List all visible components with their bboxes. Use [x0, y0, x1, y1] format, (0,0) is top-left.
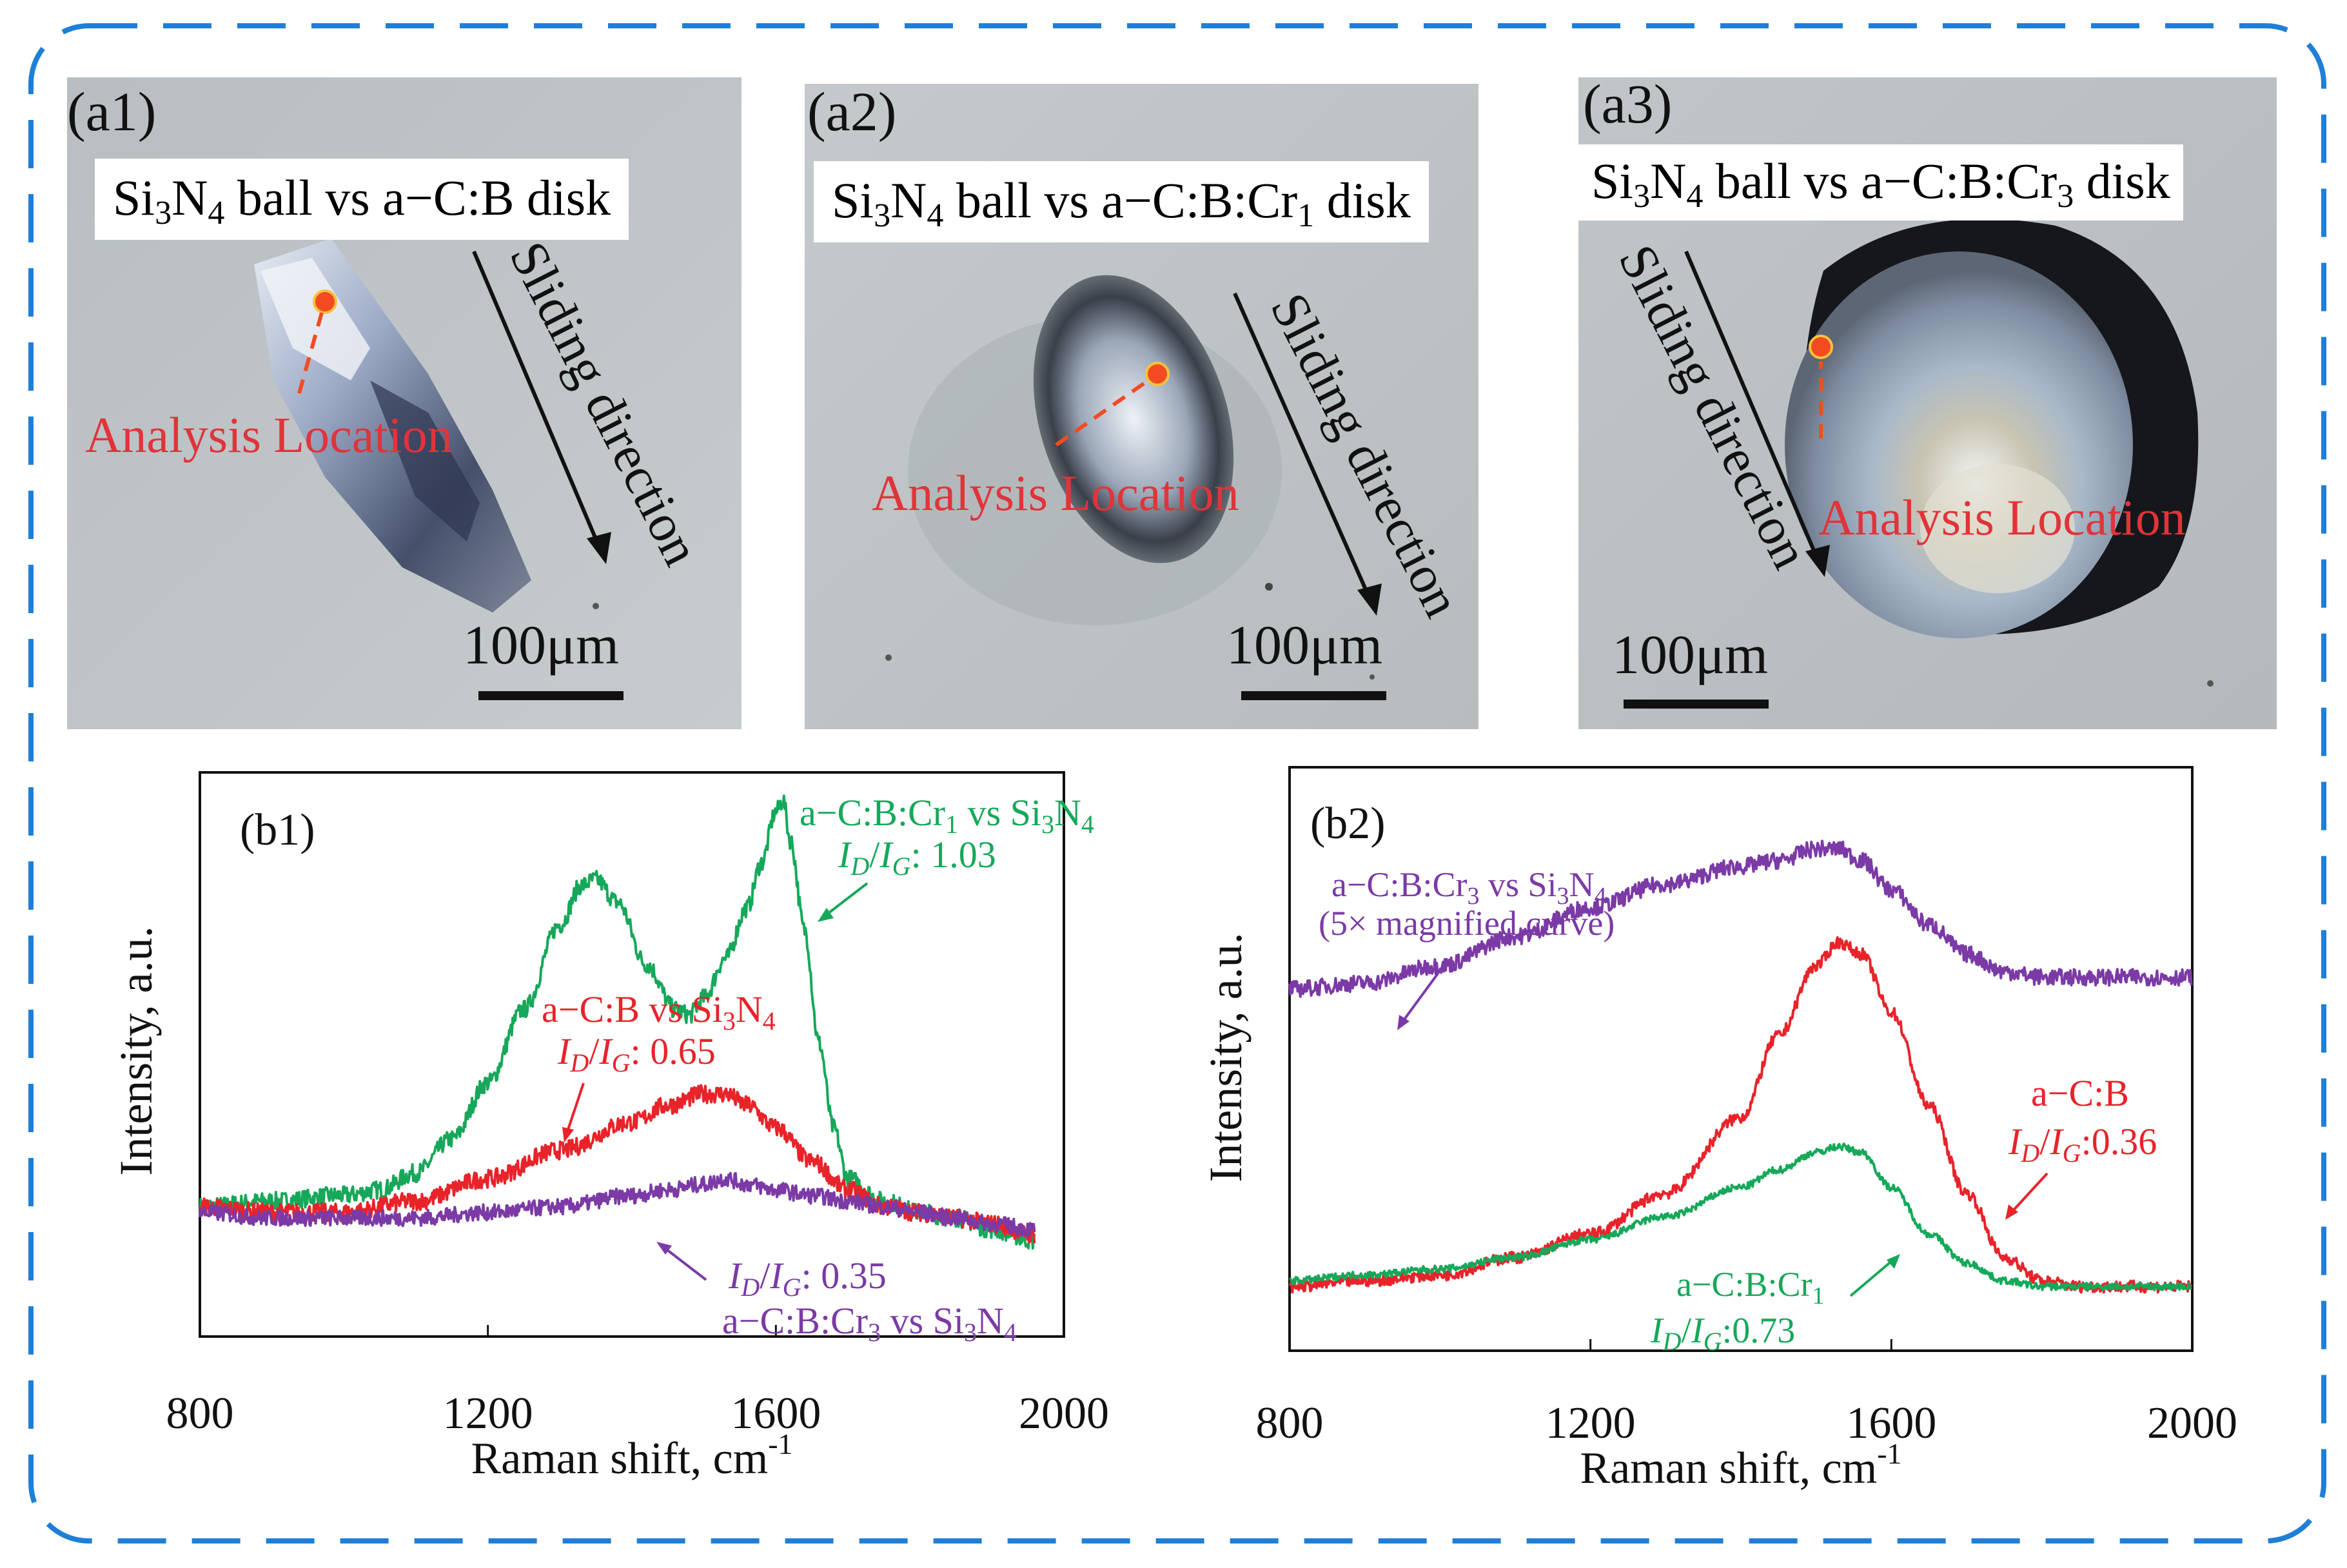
annotation-purple-b2-label: a−C:B:Cr3 vs Si3N4: [1331, 865, 1607, 910]
series-line-b2-red: [1288, 936, 2193, 1294]
scale-text-a1: 100μm: [463, 614, 620, 676]
annotation-red-b2-ratio: ID/IG:0.36: [2008, 1121, 2157, 1168]
x-axis-label-b1: Raman shift, cm-1: [471, 1427, 792, 1484]
scale-text-a2: 100μm: [1226, 614, 1383, 676]
analysis-marker-a2: [1145, 362, 1170, 386]
annotation-red-b1-ratio: ID/IG: 0.65: [557, 1030, 716, 1077]
title-a2: Si3N4 ball vs a−C:B:Cr1 disk: [814, 161, 1429, 242]
y-axis-label-b1: Intensity, a.u.: [110, 926, 162, 1175]
annotation-green-b1-ratio: ID/IG: 1.03: [838, 834, 996, 881]
x-tick-label-b2-1200: 1200: [1546, 1398, 1636, 1448]
x-tick-label-b1-2000: 2000: [1019, 1389, 1109, 1438]
series-line-b2-green: [1289, 1142, 2192, 1291]
annotation-purple-b2-note: (5× magnified curve): [1319, 904, 1615, 943]
annotation-red-b1-label: a−C:B vs Si3N4: [542, 988, 776, 1035]
annotation-green-b2-ratio: ID/IG:0.73: [1650, 1311, 1795, 1356]
x-tick-label-b2-800: 800: [1256, 1398, 1324, 1448]
series-line-b2-purple: [1288, 839, 2193, 998]
annotation-purple-b1-label: a−C:B:Cr3 vs Si3N4: [722, 1300, 1017, 1347]
annotation-purple-b1-ratio: ID/IG: 0.35: [728, 1255, 887, 1302]
micrograph-a1: [67, 77, 741, 729]
x-tick-label-b2-2000: 2000: [2147, 1398, 2237, 1448]
y-axis-label-b2: Intensity, a.u.: [1200, 932, 1252, 1182]
panel-label-a1: (a1): [67, 81, 157, 142]
panel-label-a3: (a3): [1583, 73, 1673, 135]
analysis-location-a2: Analysis Location: [872, 465, 1239, 521]
x-tick-label-b1-1200: 1200: [443, 1389, 533, 1438]
plot-frame-b1: [199, 771, 1065, 1338]
panel-label-a2: (a2): [807, 81, 897, 142]
panel-label-b1: (b1): [240, 805, 315, 855]
analysis-marker-a1: [313, 289, 337, 314]
annotation-green-b2-label: a−C:B:Cr1: [1676, 1265, 1824, 1309]
x-tick-label-b1-1600: 1600: [731, 1389, 821, 1438]
analysis-location-a1: Analysis Location: [85, 407, 453, 463]
title-a3: Si3N4 ball vs a−C:B:Cr3 disk: [1578, 144, 2183, 220]
annotation-green-b1-label: a−C:B:Cr1 vs Si3N4: [800, 792, 1094, 839]
scale-bar-a1: [478, 691, 624, 700]
x-axis-label-b2: Raman shift, cm-1: [1580, 1437, 1901, 1493]
x-tick-label-b1-800: 800: [166, 1389, 234, 1438]
series-line-b1-purple: [199, 1171, 1036, 1238]
analysis-location-a3: Analysis Location: [1818, 489, 2186, 545]
scale-bar-a3: [1624, 700, 1769, 709]
scale-bar-a2: [1241, 691, 1386, 700]
scale-text-a3: 100μm: [1612, 623, 1769, 685]
panel-label-b2: (b2): [1310, 799, 1386, 848]
x-tick-label-b2-1600: 1600: [1846, 1398, 1936, 1448]
plot-frame-b2: [1288, 766, 2194, 1352]
annotation-red-b2-label: a−C:B: [2031, 1072, 2129, 1114]
title-a1: Si3N4 ball vs a−C:B disk: [95, 159, 629, 240]
